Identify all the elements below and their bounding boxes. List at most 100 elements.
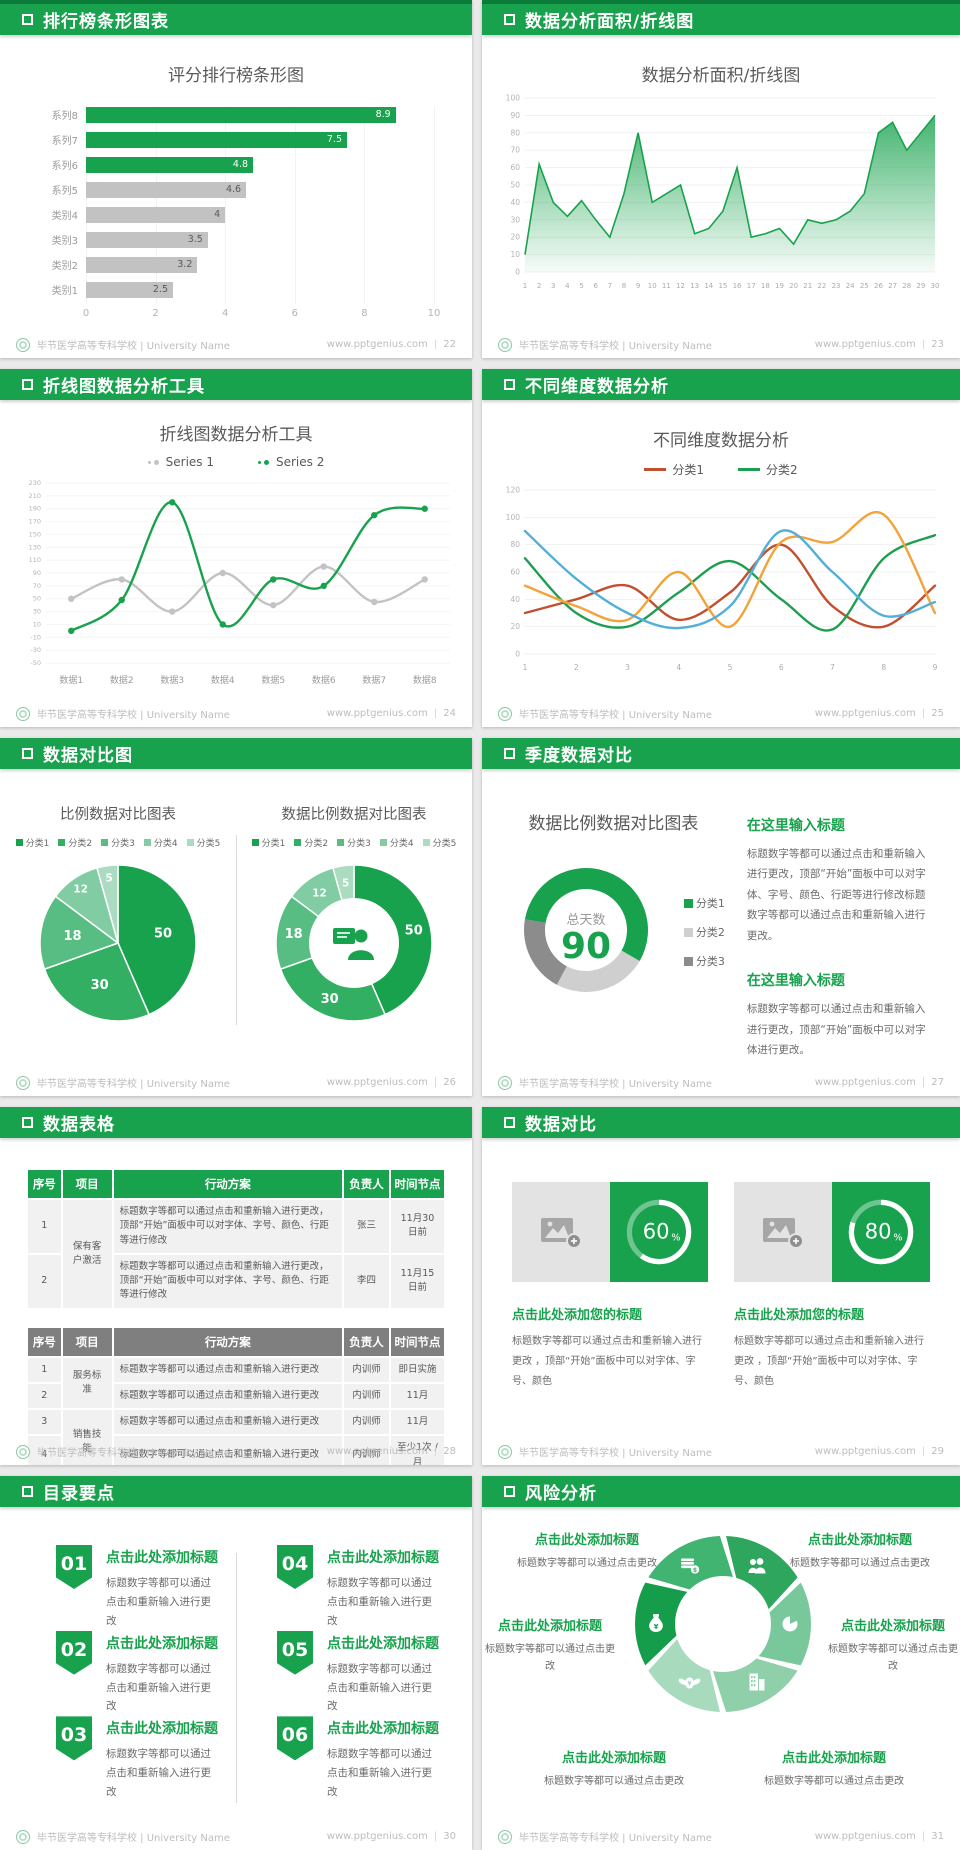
svg-text:1: 1: [523, 282, 527, 290]
legend-swatch: [683, 956, 693, 966]
donut-chart-panel: 数据比例数据对比图表 分类1 分类2 分类3 分类4 分类5 50 30 18 12 5: [236, 769, 472, 1096]
cell-plan: 标题数字等都可以通过点击和重新输入进行更改: [113, 1410, 343, 1435]
svg-text:70: 70: [33, 582, 41, 590]
slide-content: 评分排行榜条形图 系列8 8.9 系列7 7.5 系列6 4.8 系列5 4.6 类别4 4 类别3…: [0, 35, 472, 358]
donut-legend: 分类1 分类2 分类3 分类4 分类5: [236, 836, 472, 849]
bar: 2.5: [86, 281, 173, 298]
text-panel: 在这里输入标题 标题数字等都可以通过点击和重新输入进行更改，顶部“开始”面板中可…: [745, 769, 960, 1096]
svg-text:5: 5: [579, 282, 583, 290]
svg-text:18: 18: [761, 282, 770, 290]
legend-label: 分类4: [389, 839, 414, 849]
bar: 4.8: [86, 156, 254, 173]
svg-text:5: 5: [728, 663, 733, 672]
item-text: 点击此处添加标题 标题数字等都可以通过点击和重新输入进行更改: [106, 1545, 221, 1631]
svg-text:数据4: 数据4: [211, 674, 235, 686]
pie-svg: 50 30 18 12 5: [39, 864, 197, 1022]
footer-school-group: 毕节医学高等专科学校 | University Name: [498, 1444, 712, 1459]
footer-site-group: www.pptgenius.com | 24: [327, 708, 456, 719]
bar-category-label: 类别1: [51, 286, 78, 297]
donut-chart: 总天数 90: [502, 846, 670, 1018]
number-badge: 02: [56, 1630, 92, 1675]
table-row: 1 服务标准 标题数字等都可以通过点击和重新输入进行更改 内训师 即日实施: [28, 1357, 444, 1408]
block-title: 在这里输入标题: [746, 818, 845, 834]
image-placeholder-icon: [763, 1218, 804, 1249]
legend-label: 分类3: [695, 955, 725, 968]
pinwheel-svg: ¥ $ ¥: [635, 1536, 811, 1712]
risk-item: 点击此处添加标题 标题数字等都可以通过点击更改: [768, 1529, 952, 1572]
risk-item: 点击此处添加标题 标题数字等都可以通过点击更改: [826, 1615, 960, 1675]
svg-text:26: 26: [874, 282, 883, 290]
legend-label: 分类2: [304, 839, 329, 849]
svg-text:9: 9: [933, 663, 938, 672]
progress-card: 60% 点击此处添加您的标题 标题数字等都可以通过点击和重新输入进行更改 ，顶部…: [512, 1182, 708, 1392]
cell-owner: 张三: [344, 1200, 389, 1253]
cell-project: 销售技能: [62, 1410, 112, 1465]
svg-text:50: 50: [510, 181, 520, 190]
legend-item: 分类1: [251, 836, 285, 849]
school-logo-icon: [498, 337, 512, 352]
svg-text:数据3: 数据3: [160, 674, 184, 686]
footer-site-group: www.pptgenius.com | 29: [815, 1446, 944, 1457]
square-bullet-icon: [504, 1117, 515, 1128]
cell-owner: 李四: [344, 1254, 389, 1308]
slide-header-title: 季度数据对比: [525, 746, 633, 766]
block-body: 标题数字等都可以通过点击和重新输入进行更改，顶部“开始”面板中可以对字体进行更改…: [746, 1003, 926, 1057]
slide-header-bar: 数据分析面积/折线图: [482, 4, 960, 35]
item-text: 点击此处添加标题 标题数字等都可以通过点击和重新输入进行更改: [327, 1631, 442, 1717]
slide-bar-ranking: 排行榜条形图表 评分排行榜条形图 系列8 8.9 系列7 7.5 系列6 4.8 系列5 4.…: [0, 0, 472, 358]
legend-label: 分类5: [432, 839, 457, 849]
image-placeholder-icon: [541, 1218, 582, 1249]
bar-row: 类别3 3.5: [30, 227, 434, 252]
legend-item: 分类5: [422, 836, 457, 849]
bar-gridlines: [86, 106, 435, 304]
item-title: 点击此处添加标题: [327, 1550, 439, 1566]
cell-plan: 标题数字等都可以通过点击和重新输入进行更改: [113, 1383, 343, 1408]
bar-value-label: 4.8: [232, 158, 249, 170]
donut-legend: 分类1 分类2 分类3: [683, 895, 725, 969]
svg-text:30: 30: [510, 215, 520, 224]
svg-text:5: 5: [105, 873, 112, 885]
svg-text:6: 6: [593, 282, 598, 290]
bar-row: 系列5 4.6: [30, 177, 434, 202]
item-title: 点击此处添加标题: [106, 1550, 218, 1566]
cell-no: 4: [28, 1436, 61, 1465]
table-row: 2 标题数字等都可以通过点击和重新输入进行更改，顶部“开始”面板中可以对字体、字号…: [28, 1254, 444, 1308]
bar-value-label: 3.2: [177, 258, 193, 270]
cell-time: 11月30日前: [390, 1200, 444, 1253]
bar: 3.2: [86, 256, 198, 273]
risk-item-title: 点击此处添加标题: [561, 1751, 666, 1766]
svg-text:数据7: 数据7: [362, 674, 386, 686]
footer-page-number: 25: [931, 708, 944, 719]
svg-text:170: 170: [29, 518, 41, 526]
svg-text:80: 80: [510, 540, 520, 549]
footer-site-text: www.pptgenius.com: [326, 1446, 428, 1457]
slide-header-bar: 数据表格: [0, 1107, 472, 1138]
slide-progress-compare: 数据对比 60% 点击此处添加您的标题 标题数字等都可以通过点击和重新输入进行更…: [482, 1107, 960, 1465]
slide-content: 01 点击此处添加标题 标题数字等都可以通过点击和重新输入进行更改 02 点击此处添加标…: [0, 1507, 472, 1850]
x-tick-label: 6: [291, 308, 298, 319]
bar-row: 系列6 4.8: [30, 152, 434, 177]
footer-page-number: 24: [443, 708, 456, 719]
card-title: 点击此处添加您的标题: [734, 1308, 865, 1323]
chart-legend: 分类1 分类2: [482, 461, 960, 478]
slide-footer: 毕节医学高等专科学校 | University Name www.pptgeniu…: [498, 706, 944, 721]
footer-school-text: 毕节医学高等专科学校 | University Name: [519, 710, 712, 721]
slide-header-bar: 目录要点: [0, 1476, 472, 1507]
progress-ring: 80%: [832, 1182, 930, 1282]
svg-text:13: 13: [690, 282, 699, 290]
cell-no: 3: [28, 1410, 61, 1435]
svg-text:23: 23: [832, 282, 841, 290]
risk-item-desc: 标题数字等都可以通过点击更改: [828, 1644, 958, 1672]
slide-line-tool: 折线图数据分析工具 折线图数据分析工具 Series 1 Series 2 23…: [0, 369, 472, 727]
risk-item-desc: 标题数字等都可以通过点击更改: [790, 1558, 930, 1569]
bar-value-label: 8.9: [375, 108, 391, 120]
risk-item: 点击此处添加标题 标题数字等都可以通过点击更改: [492, 1529, 682, 1572]
risk-item-title: 点击此处添加标题: [781, 1751, 886, 1766]
svg-text:130: 130: [29, 543, 41, 551]
slide-footer: 毕节医学高等专科学校 | University Name www.pptgeniu…: [16, 1829, 456, 1844]
bar-category-label: 系列8: [51, 111, 78, 122]
legend-swatch: [251, 839, 259, 846]
footer-site-text: www.pptgenius.com: [326, 339, 428, 350]
footer-school-group: 毕节医学高等专科学校 | University Name: [498, 706, 712, 721]
